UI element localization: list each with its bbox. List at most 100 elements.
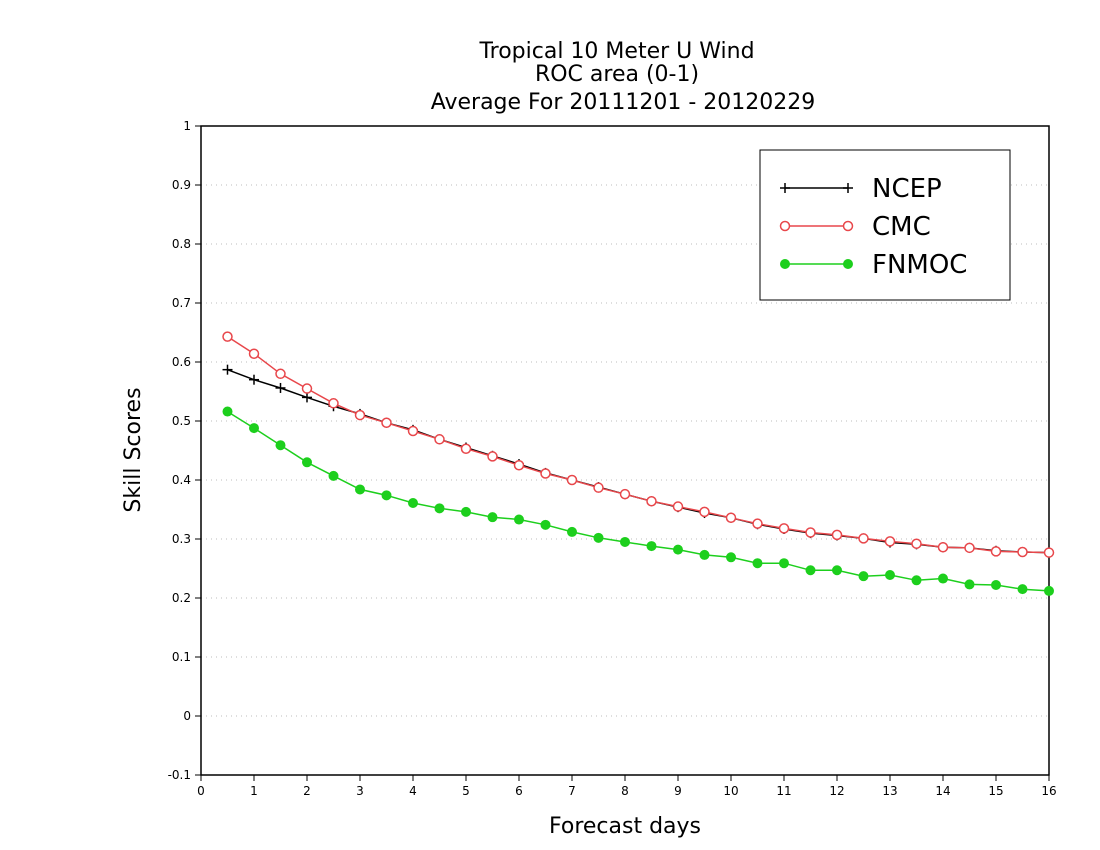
cmc-series — [222, 331, 1055, 558]
cmc-data-point — [619, 488, 631, 500]
legend-entry-ncep: NCEP — [780, 174, 942, 204]
x-tick-label: 7 — [568, 784, 576, 798]
x-tick-label: 6 — [515, 784, 523, 798]
cmc-data-point — [1043, 547, 1055, 558]
cmc-data-point — [593, 482, 604, 493]
y-tick-label: 0.5 — [172, 414, 191, 428]
cmc-data-point — [831, 529, 843, 541]
cmc-data-point — [725, 512, 737, 524]
x-tick-label: 10 — [723, 784, 738, 798]
x-tick-label: 12 — [829, 784, 844, 798]
legend-marker — [779, 220, 791, 232]
legend-marker — [843, 183, 853, 193]
cmc-data-point — [487, 451, 498, 462]
legend: NCEP CMC FNMOC — [759, 149, 1011, 301]
cmc-data-point — [778, 523, 790, 534]
fnmoc-data-point — [646, 541, 657, 552]
fnmoc-data-point — [249, 423, 259, 434]
fnmoc-data-point — [885, 569, 895, 580]
cmc-data-point — [328, 398, 339, 409]
legend-marker — [780, 259, 790, 269]
y-tick-label: 0.7 — [172, 296, 191, 310]
fnmoc-data-point — [381, 490, 392, 501]
x-tick-label: 3 — [356, 784, 364, 798]
cmc-data-point — [434, 434, 445, 445]
fnmoc-data-point — [487, 512, 498, 523]
ncep-series-line — [227, 368, 1050, 554]
legend-label-fnmoc: FNMOC — [872, 250, 967, 280]
cmc-data-point — [381, 417, 392, 429]
cmc-data-point — [964, 542, 975, 554]
y-axis-title: Skill Scores — [121, 387, 146, 512]
legend-marker — [843, 259, 853, 269]
fnmoc-series-line — [227, 410, 1050, 592]
y-tick-label: 0 — [183, 709, 191, 723]
fnmoc-data-point — [858, 571, 869, 582]
fnmoc-data-point — [1044, 585, 1054, 596]
x-axis: 0 1 2 3 4 5 6 7 8 9 10 11 12 13 14 15 16 — [197, 775, 1057, 798]
cmc-data-point — [937, 542, 949, 553]
fnmoc-data-point — [805, 565, 816, 576]
cmc-data-point — [354, 409, 366, 421]
y-tick-label: 0.4 — [172, 473, 191, 487]
cmc-data-point — [566, 474, 578, 486]
legend-entry-cmc: CMC — [779, 212, 931, 242]
chart-title-line-2: ROC area (0-1) — [535, 62, 699, 87]
fnmoc-data-point — [673, 544, 683, 555]
cmc-data-point — [407, 425, 419, 437]
fnmoc-data-point — [938, 573, 948, 584]
fnmoc-data-point — [514, 514, 524, 525]
chart-title-line-3: Average For 20111201 - 20120229 — [431, 90, 816, 115]
fnmoc-data-point — [1017, 584, 1028, 595]
ncep-data-point — [222, 364, 233, 375]
x-tick-label: 16 — [1041, 784, 1056, 798]
plot-frame — [200, 125, 1050, 776]
cmc-data-point — [460, 443, 472, 454]
y-tick-label: -0.1 — [168, 768, 191, 782]
x-axis-title: Forecast days — [549, 814, 701, 839]
cmc-data-point — [540, 468, 551, 479]
y-axis: -0.1 0 0.1 0.2 0.3 0.4 0.5 0.6 0.7 0.8 0.9 1 — [168, 119, 201, 782]
y-tick-label: 0.8 — [172, 237, 191, 251]
cmc-data-point — [884, 536, 896, 547]
fnmoc-data-point — [779, 558, 789, 569]
fnmoc-data-point — [302, 457, 312, 468]
x-tick-label: 5 — [462, 784, 470, 798]
cmc-data-point — [301, 383, 313, 394]
ncep-data-point — [249, 374, 259, 385]
cmc-series-line — [227, 335, 1050, 554]
series-layer — [222, 331, 1055, 596]
x-tick-label: 15 — [988, 784, 1003, 798]
cmc-data-point — [646, 495, 657, 507]
fnmoc-data-point — [991, 580, 1001, 591]
legend-box — [759, 149, 1011, 301]
legend-entry-fnmoc: FNMOC — [780, 250, 967, 280]
cmc-data-point — [752, 518, 763, 529]
legend-marker — [780, 183, 790, 193]
cmc-data-point — [222, 331, 233, 342]
x-tick-label: 14 — [935, 784, 950, 798]
fnmoc-data-point — [461, 506, 471, 517]
fnmoc-data-point — [699, 549, 710, 560]
x-tick-label: 4 — [409, 784, 417, 798]
chart-title-line-1: Tropical 10 Meter U Wind — [478, 39, 754, 64]
cmc-data-point — [248, 348, 260, 359]
cmc-data-point — [513, 460, 525, 471]
ncep-series — [222, 364, 1054, 558]
fnmoc-data-point — [832, 565, 842, 576]
fnmoc-data-point — [355, 484, 365, 495]
x-tick-label: 13 — [882, 784, 897, 798]
cmc-data-point — [990, 546, 1002, 557]
fnmoc-data-point — [620, 536, 630, 547]
y-tick-label: 0.1 — [172, 650, 191, 664]
y-tick-label: 1 — [183, 119, 191, 133]
fnmoc-data-point — [567, 526, 577, 537]
x-tick-label: 8 — [621, 784, 629, 798]
cmc-data-point — [1017, 546, 1028, 558]
fnmoc-data-point — [275, 440, 286, 451]
fnmoc-data-point — [434, 503, 445, 514]
ncep-data-point — [275, 382, 286, 393]
y-tick-label: 0.6 — [172, 355, 191, 369]
cmc-data-point — [699, 506, 710, 518]
